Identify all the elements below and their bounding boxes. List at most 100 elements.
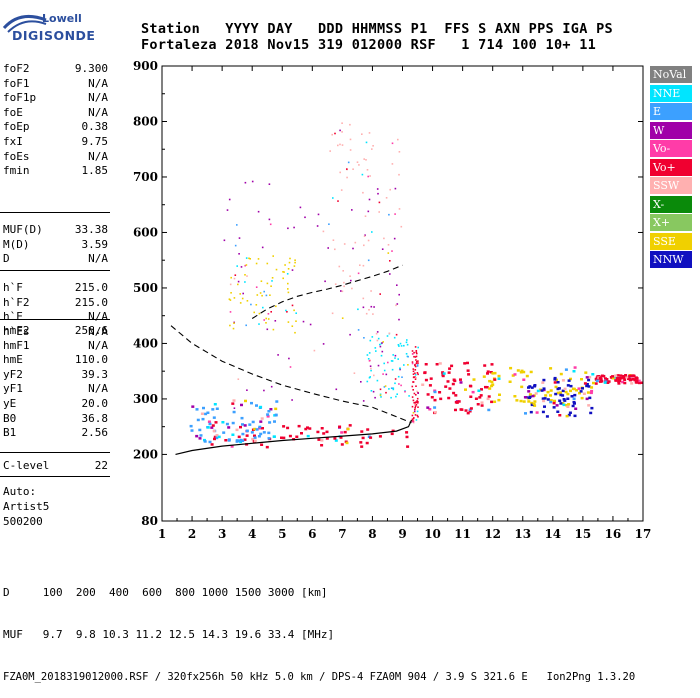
echo-point: [256, 294, 259, 296]
echo-point: [416, 401, 418, 403]
echo-point: [396, 284, 398, 286]
echo-point: [357, 308, 359, 311]
echo-point: [236, 224, 238, 226]
echo-point: [379, 388, 382, 391]
echo-point: [203, 438, 206, 442]
echo-point: [334, 132, 336, 135]
echo-point: [585, 384, 589, 388]
echo-point: [360, 445, 364, 448]
header-columns: Station YYYY DAY DDD HHMMSS P1 FFS S AXN…: [141, 21, 613, 37]
echo-point: [391, 142, 394, 145]
echo-point: [380, 396, 382, 398]
echo-point: [203, 440, 207, 443]
echo-point: [538, 388, 542, 391]
echo-point: [519, 371, 523, 374]
x-tick-label: 12: [484, 527, 501, 541]
echo-point: [372, 313, 374, 315]
echo-point: [383, 362, 385, 365]
echo-point: [412, 376, 415, 379]
echo-point: [322, 230, 325, 233]
echo-point: [552, 401, 556, 405]
echo-point: [240, 403, 243, 407]
echo-point: [262, 431, 266, 434]
echo-point: [237, 283, 239, 286]
echo-point: [393, 237, 396, 240]
echo-point: [403, 344, 405, 347]
echo-point: [320, 427, 324, 430]
echo-point: [293, 309, 295, 312]
echo-point: [388, 213, 390, 216]
echo-point: [483, 364, 487, 367]
param-name: yF2: [3, 367, 23, 381]
echo-point: [415, 362, 418, 365]
param-name: C-level: [3, 459, 50, 472]
echo-point: [438, 362, 442, 365]
echo-point: [491, 372, 495, 375]
echo-point: [327, 247, 329, 249]
echo-point: [559, 391, 562, 394]
echo-point: [208, 422, 212, 426]
echo-point: [484, 385, 487, 389]
echo-point: [389, 188, 391, 191]
echo-point: [417, 362, 419, 364]
echo-point: [388, 332, 391, 335]
echo-point: [524, 412, 527, 415]
echo-point: [559, 393, 563, 397]
echo-point: [438, 391, 442, 394]
echo-point: [359, 441, 363, 444]
echo-point: [255, 304, 258, 306]
echo-point: [413, 410, 416, 413]
x-tick-label: 3: [218, 527, 226, 541]
echo-point: [412, 412, 415, 414]
echo-point: [528, 396, 531, 399]
param-row-d: D N/A: [3, 252, 108, 266]
echo-point: [480, 388, 483, 391]
echo-point: [416, 397, 419, 400]
echo-point: [595, 376, 599, 379]
legend-item-w: W: [650, 121, 692, 139]
echo-point: [414, 401, 417, 403]
echo-point: [363, 244, 365, 247]
echo-point: [466, 411, 470, 415]
param-row-foe: foE N/A: [3, 106, 108, 120]
legend-item-e: E: [650, 103, 692, 120]
echo-point: [594, 382, 598, 385]
echo-point: [222, 431, 226, 434]
echo-point: [541, 410, 545, 414]
param-value: N/A: [88, 252, 108, 266]
echo-point: [383, 369, 386, 372]
lowell-digisonde-logo: Lowell DIGISONDE: [2, 8, 114, 46]
echo-point: [269, 294, 271, 296]
echo-point: [600, 374, 604, 377]
x-tick-label: 10: [424, 527, 441, 541]
echo-point: [391, 429, 395, 433]
param-row-b0: B0 36.8: [3, 412, 108, 426]
echo-point: [349, 333, 351, 336]
echo-point: [348, 424, 352, 427]
echo-point: [244, 264, 246, 267]
echo-point: [369, 436, 373, 439]
echo-point: [411, 405, 414, 408]
echo-point: [414, 365, 417, 368]
echo-point: [266, 282, 269, 285]
echo-point: [411, 362, 414, 365]
echo-point: [541, 381, 545, 384]
echo-point: [508, 380, 512, 383]
logo-bottom-text: DIGISONDE: [12, 28, 96, 43]
echo-point: [240, 416, 244, 420]
echo-point: [365, 159, 367, 161]
echo-point: [308, 427, 312, 430]
echo-point: [406, 445, 410, 448]
echo-point: [430, 396, 434, 399]
echo-point: [334, 248, 336, 251]
echo-point: [383, 237, 385, 240]
echo-point: [522, 370, 526, 374]
echo-point: [397, 375, 400, 378]
echo-point: [272, 435, 276, 438]
param-separator: [0, 270, 110, 271]
echo-point: [371, 148, 373, 150]
echo-point: [244, 274, 246, 276]
echo-point: [341, 131, 343, 133]
echo-point: [370, 367, 372, 370]
param-value: 215.0: [74, 295, 108, 309]
